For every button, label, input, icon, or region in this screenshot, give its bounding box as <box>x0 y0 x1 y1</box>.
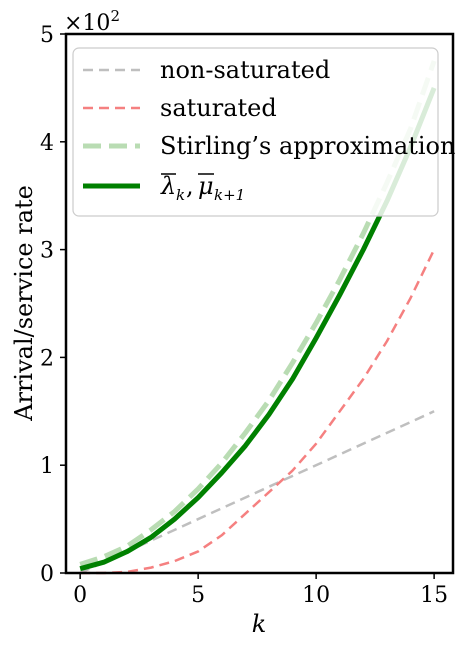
legend-label-saturated: saturated <box>160 94 277 122</box>
y-tick-label: 0 <box>40 562 54 587</box>
legend-comma: , <box>186 172 194 200</box>
plot-frame <box>64 32 455 575</box>
x-tick-label: 15 <box>420 583 448 608</box>
y-axis-label: Arrival/service rate <box>10 185 38 422</box>
mu-symbol: μ <box>198 172 214 200</box>
x-tick-label: 5 <box>191 583 205 608</box>
legend: non-saturated saturated Stirling’s appro… <box>72 47 455 217</box>
y-tick-label: 2 <box>40 346 54 371</box>
lambda-subscript: k <box>176 186 185 204</box>
tick-layer: 0 5 10 15 0 1 2 3 4 5 <box>40 23 448 608</box>
x-tick-label: 10 <box>302 583 330 608</box>
mu-subscript: k+1 <box>214 186 245 204</box>
legend-label-lambda-mu: λ k , μ k+1 <box>160 172 245 204</box>
y-tick-label: 5 <box>40 23 54 48</box>
y-multiplier: ×102 <box>64 7 120 36</box>
series-line-3 <box>79 86 437 572</box>
y-tick-label: 3 <box>40 239 54 264</box>
legend-label-non-saturated: non-saturated <box>160 56 330 84</box>
y-tick-label: 4 <box>40 131 54 156</box>
y-multiplier-exponent: 2 <box>110 7 120 25</box>
series-line-1 <box>80 249 436 575</box>
legend-label-stirling: Stirling’s approximation <box>160 132 455 160</box>
y-tick-label: 1 <box>40 454 54 479</box>
lambda-symbol: λ <box>160 172 176 200</box>
x-tick-label: 0 <box>73 583 87 608</box>
x-axis-label: k <box>252 610 267 638</box>
